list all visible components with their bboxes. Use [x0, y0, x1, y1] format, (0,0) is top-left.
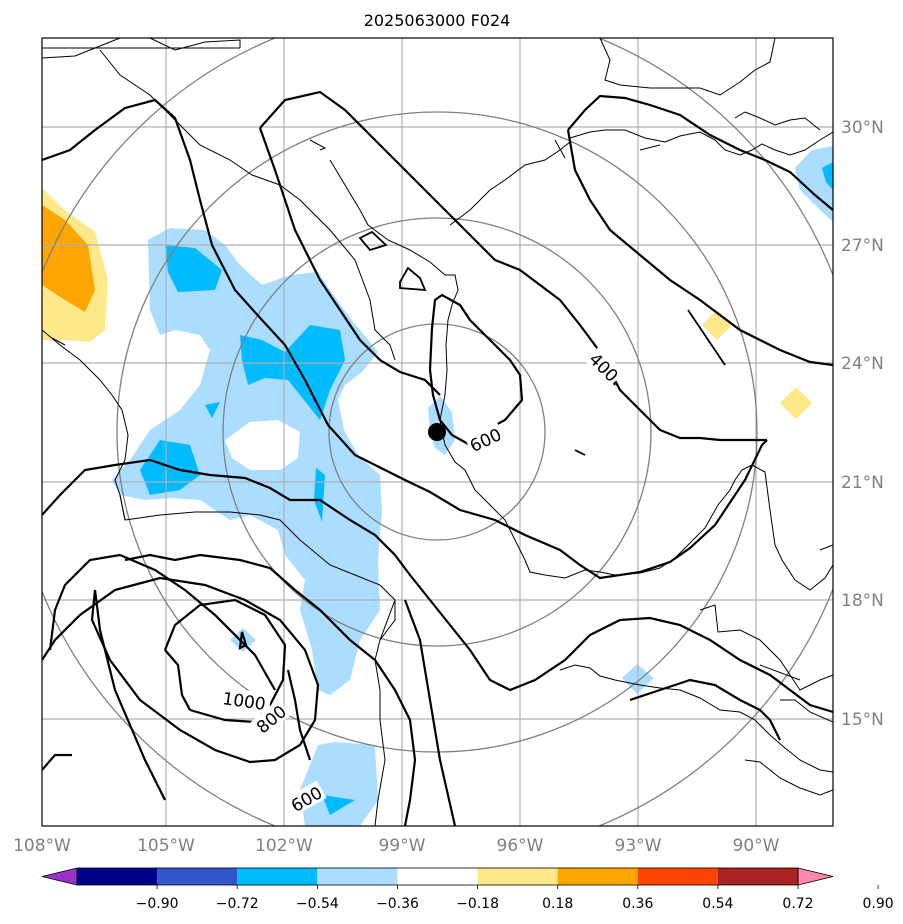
colorbar-tick-label: −0.72 [216, 896, 259, 912]
lon-tick-label: 108°W [13, 836, 71, 856]
colorbar [41, 867, 879, 889]
colorbar-tick-label: −0.90 [136, 896, 179, 912]
lat-tick-labels: 30°N 27°N 24°N 21°N 18°N 15°N [841, 118, 884, 730]
lon-tick-label: 93°W [615, 836, 662, 856]
map-area: 400 600 1000 800 600 [42, 38, 833, 826]
colorbar-bin [477, 868, 558, 885]
lat-tick-label: 18°N [841, 591, 884, 611]
colorbar-bin [557, 868, 638, 885]
colorbar-tick-label: −0.54 [296, 896, 339, 912]
colorbar-bin [637, 868, 718, 885]
colorbar-bin [317, 868, 398, 885]
height-contours-outer [48, 553, 417, 826]
colorbar-tick-label: 0.36 [622, 896, 653, 912]
lon-tick-label: 99°W [379, 836, 426, 856]
range-rings [42, 38, 833, 826]
colorbar-bin [717, 868, 798, 885]
colorbar-tick-label: 0.90 [863, 896, 894, 912]
colorbar-extend-max [797, 867, 834, 886]
lat-tick-label: 15°N [841, 710, 884, 730]
storm-center-marker [428, 423, 446, 441]
colorbar-bin [397, 868, 478, 885]
lat-tick-label: 30°N [841, 118, 884, 138]
colorbar-tick-label: −0.18 [456, 896, 499, 912]
colorbar-bin [77, 868, 158, 885]
lat-tick-label: 24°N [841, 354, 884, 374]
small-features [358, 230, 726, 456]
colorbar-bin [237, 868, 318, 885]
height-contours [42, 90, 833, 826]
colorbar-tick-label: −0.36 [376, 896, 419, 912]
lon-tick-label: 102°W [255, 836, 313, 856]
colorbar-tick-label: 0.54 [702, 896, 733, 912]
lon-tick-label: 105°W [137, 836, 195, 856]
map-title: 2025063000 F024 [364, 11, 511, 30]
lat-tick-label: 27°N [841, 236, 884, 256]
map-frame [41, 37, 834, 827]
colorbar-tick-label: 0.72 [782, 896, 813, 912]
lat-tick-label: 21°N [841, 473, 884, 493]
colorbar-tick-label: 0.18 [542, 896, 573, 912]
graticule [42, 38, 833, 826]
colorbar-labels: −0.90 −0.72 −0.54 −0.36 −0.18 0.18 0.36 0.54 0.7… [136, 896, 894, 912]
shaded-field-holes [225, 420, 300, 470]
shaded-field-negative-strong [140, 162, 833, 815]
lon-tick-label: 96°W [497, 836, 544, 856]
colorbar-frame [76, 867, 799, 886]
colorbar-bin [157, 868, 238, 885]
colorbar-extend-min [41, 867, 78, 886]
lon-tick-labels: 108°W 105°W 102°W 99°W 96°W 93°W 90°W [13, 836, 780, 856]
lon-tick-label: 90°W [733, 836, 780, 856]
